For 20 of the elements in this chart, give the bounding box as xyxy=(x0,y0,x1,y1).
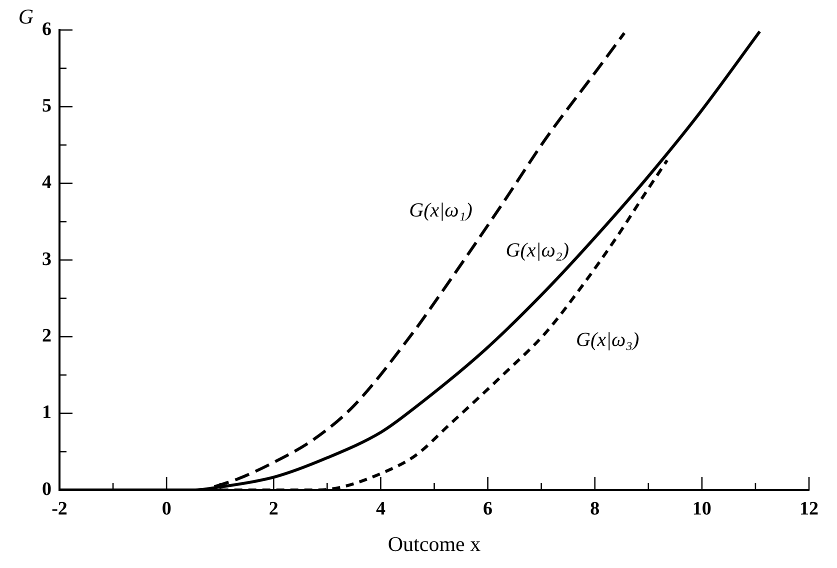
series-label: G(x|ω₃) xyxy=(576,329,640,352)
x-tick-label: 10 xyxy=(692,498,712,520)
x-tick-label: -2 xyxy=(52,498,68,520)
y-tick-label: 2 xyxy=(42,326,52,347)
x-tick-label: 6 xyxy=(483,498,493,520)
y-tick-label: 5 xyxy=(42,96,52,117)
series-label: G(x|ω₁) xyxy=(409,200,473,222)
y-axis-title: G xyxy=(18,4,34,29)
y-tick-label: 0 xyxy=(42,478,52,500)
y-tick-label: 4 xyxy=(42,172,52,194)
y-tick-label: 1 xyxy=(42,402,52,424)
x-tick-label: 0 xyxy=(162,498,172,520)
x-tick-label: 8 xyxy=(590,498,600,520)
x-tick-label: 4 xyxy=(376,498,386,520)
x-axis-title: Outcome x xyxy=(388,532,482,556)
y-tick-label: 6 xyxy=(42,18,52,40)
y-tick-label: 3 xyxy=(42,248,52,270)
x-tick-label: 2 xyxy=(268,498,278,520)
x-tick-label: 12 xyxy=(800,498,818,520)
series-label: G(x|ω₂) xyxy=(506,239,570,262)
